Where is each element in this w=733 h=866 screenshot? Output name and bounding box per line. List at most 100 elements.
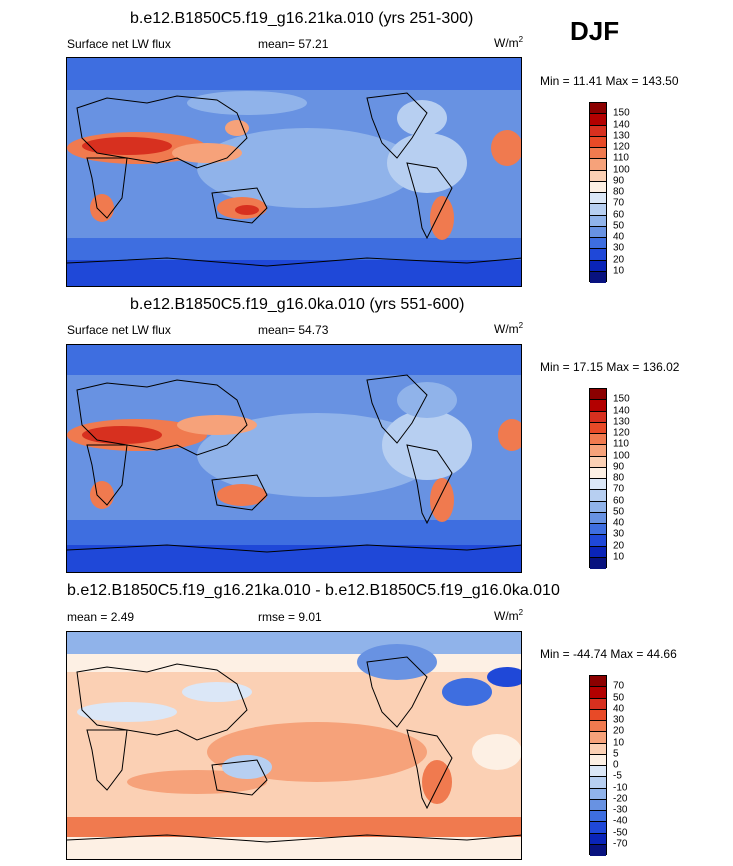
colorbar-tick-label: 5 bbox=[613, 748, 619, 760]
colorbar-segment bbox=[590, 260, 606, 272]
colorbar-tick-label: 90 bbox=[613, 175, 625, 187]
colorbar-tick-label: -70 bbox=[613, 838, 628, 850]
panel-1-mean: mean= 57.21 bbox=[258, 37, 329, 51]
colorbar-tick-label: 100 bbox=[613, 164, 630, 175]
panel-3-map bbox=[66, 631, 522, 860]
colorbar-tick-label: 40 bbox=[613, 517, 625, 529]
panel-3-title: b.e12.B1850C5.f19_g16.21ka.010 - b.e12.B… bbox=[67, 582, 560, 599]
colorbar-tick-label: -10 bbox=[613, 782, 628, 793]
panel-1-variable-label: Surface net LW flux bbox=[67, 37, 171, 51]
panel-2-colorbar bbox=[589, 388, 607, 569]
colorbar-segment bbox=[590, 271, 606, 283]
panel-3-rmse: rmse = 9.01 bbox=[258, 610, 322, 624]
colorbar-segment bbox=[590, 103, 606, 115]
panel-3-minmax: Min = -44.74 Max = 44.66 bbox=[540, 647, 677, 661]
colorbar-tick-label: 100 bbox=[613, 450, 630, 461]
colorbar-segment bbox=[590, 721, 606, 733]
panel-2-minmax: Min = 17.15 Max = 136.02 bbox=[540, 360, 680, 374]
colorbar-tick-label: 0 bbox=[613, 759, 619, 771]
colorbar-tick-label: 70 bbox=[613, 197, 625, 209]
colorbar-segment bbox=[590, 844, 606, 856]
colorbar-tick-label: 80 bbox=[613, 472, 625, 484]
season-label: DJF bbox=[570, 16, 620, 46]
colorbar-segment bbox=[590, 709, 606, 721]
colorbar-tick-label: 40 bbox=[613, 703, 625, 715]
colorbar-tick-label: 60 bbox=[613, 209, 625, 220]
colorbar-segment bbox=[590, 467, 606, 479]
colorbar-tick-label: 70 bbox=[613, 680, 625, 692]
colorbar-tick-label: 40 bbox=[613, 231, 625, 243]
colorbar-segment bbox=[590, 512, 606, 524]
colorbar-tick-label: 130 bbox=[613, 416, 630, 428]
colorbar-tick-label: 30 bbox=[613, 242, 625, 254]
colorbar-segment bbox=[590, 687, 606, 699]
colorbar-segment bbox=[590, 389, 606, 401]
colorbar-segment bbox=[590, 148, 606, 160]
colorbar-tick-label: 10 bbox=[613, 737, 625, 748]
panel-2-map bbox=[66, 344, 522, 573]
colorbar-segment bbox=[590, 546, 606, 558]
colorbar-segment bbox=[590, 766, 606, 778]
colorbar-tick-label: -50 bbox=[613, 827, 628, 838]
colorbar-tick-label: 70 bbox=[613, 483, 625, 495]
colorbar-tick-label: 130 bbox=[613, 130, 630, 142]
colorbar-tick-label: -30 bbox=[613, 804, 628, 816]
colorbar-tick-label: 120 bbox=[613, 427, 630, 439]
panel-2-variable-label: Surface net LW flux bbox=[67, 323, 171, 337]
colorbar-segment bbox=[590, 422, 606, 434]
colorbar-segment bbox=[590, 400, 606, 412]
colorbar-tick-label: 20 bbox=[613, 254, 625, 265]
colorbar-segment bbox=[590, 788, 606, 800]
colorbar-tick-label: 20 bbox=[613, 725, 625, 737]
colorbar-segment bbox=[590, 159, 606, 171]
colorbar-tick-label: 150 bbox=[613, 107, 630, 119]
colorbar-segment bbox=[590, 125, 606, 137]
colorbar-segment bbox=[590, 524, 606, 536]
colorbar-segment bbox=[590, 822, 606, 834]
colorbar-tick-label: 30 bbox=[613, 528, 625, 540]
colorbar-segment bbox=[590, 754, 606, 766]
colorbar-segment bbox=[590, 181, 606, 193]
colorbar-tick-label: 110 bbox=[613, 438, 629, 450]
colorbar-segment bbox=[590, 732, 606, 744]
colorbar-segment bbox=[590, 226, 606, 238]
colorbar-segment bbox=[590, 411, 606, 423]
colorbar-segment bbox=[590, 811, 606, 823]
colorbar-tick-label: 20 bbox=[613, 540, 625, 551]
colorbar-segment bbox=[590, 777, 606, 789]
colorbar-tick-label: 50 bbox=[613, 506, 625, 518]
panel-1-colorbar bbox=[589, 102, 607, 283]
colorbar-segment bbox=[590, 249, 606, 261]
panel-3-mean: mean = 2.49 bbox=[67, 610, 135, 624]
colorbar-segment bbox=[590, 215, 606, 227]
colorbar-segment bbox=[590, 434, 606, 446]
colorbar-segment bbox=[590, 136, 606, 148]
panel-1-units: W/m2 bbox=[494, 35, 524, 50]
panel-2-map-svg bbox=[67, 345, 521, 572]
colorbar-tick-label: 90 bbox=[613, 461, 625, 473]
colorbar-segment bbox=[590, 238, 606, 250]
panel-3-colorbar bbox=[589, 675, 607, 856]
colorbar-segment bbox=[590, 501, 606, 513]
colorbar-tick-label: -20 bbox=[613, 793, 628, 805]
colorbar-segment bbox=[590, 114, 606, 126]
panel-2-mean: mean= 54.73 bbox=[258, 323, 329, 337]
colorbar-segment bbox=[590, 557, 606, 569]
colorbar-segment bbox=[590, 445, 606, 457]
colorbar-tick-label: 140 bbox=[613, 405, 630, 416]
colorbar-segment bbox=[590, 698, 606, 710]
colorbar-segment bbox=[590, 743, 606, 755]
colorbar-segment bbox=[590, 799, 606, 811]
colorbar-tick-label: 10 bbox=[613, 265, 625, 277]
panel-3-map-svg bbox=[67, 632, 521, 859]
colorbar-tick-label: -40 bbox=[613, 815, 628, 827]
panel-1-map bbox=[66, 57, 522, 287]
colorbar-segment bbox=[590, 676, 606, 688]
colorbar-tick-label: 110 bbox=[613, 152, 629, 164]
colorbar-tick-label: 80 bbox=[613, 186, 625, 198]
colorbar-segment bbox=[590, 204, 606, 216]
colorbar-tick-label: 50 bbox=[613, 220, 625, 232]
colorbar-tick-label: 120 bbox=[613, 141, 630, 153]
panel-2-title: b.e12.B1850C5.f19_g16.0ka.010 (yrs 551-6… bbox=[130, 296, 465, 313]
panel-1-title: b.e12.B1850C5.f19_g16.21ka.010 (yrs 251-… bbox=[130, 10, 474, 27]
